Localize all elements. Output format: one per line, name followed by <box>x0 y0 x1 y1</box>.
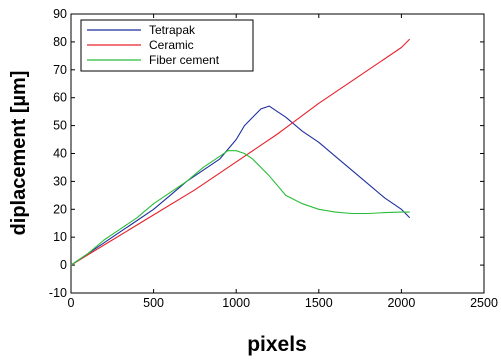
series-line-fiber-cement <box>70 150 410 266</box>
legend-label: Ceramic <box>149 38 194 52</box>
series-layer <box>70 38 411 266</box>
x-tick-label: 0 <box>68 296 75 310</box>
y-tick-label: 90 <box>53 7 67 21</box>
legend-box <box>80 19 254 72</box>
y-tick-label: 50 <box>53 119 67 133</box>
series-line-ceramic <box>70 38 411 266</box>
x-axis-title: pixels <box>247 333 307 356</box>
y-axis-title: diplacement [µm] <box>8 71 30 236</box>
axes: 0 500 1000 1500 2000 2500-1001020304050607080… <box>49 7 498 310</box>
legend-label: Tetrapak <box>149 23 196 37</box>
x-tick-label: 500 <box>143 296 164 310</box>
y-tick-label: -10 <box>49 286 67 300</box>
series-line-tetrapak <box>70 105 411 266</box>
y-tick-label: 10 <box>53 230 67 244</box>
y-tick-label: 70 <box>53 63 67 77</box>
y-tick-label: 0 <box>60 258 67 272</box>
x-tick-label: 1500 <box>305 296 333 310</box>
y-tick-label: 80 <box>53 35 67 49</box>
y-tick-label: 60 <box>53 91 67 105</box>
y-tick-label: 20 <box>53 202 67 216</box>
x-tick-label: 2000 <box>387 296 415 310</box>
y-tick-label: 40 <box>53 147 67 161</box>
legend-label: Fiber cement <box>149 53 220 67</box>
x-tick-label: 1000 <box>222 296 250 310</box>
x-tick-label: 2500 <box>470 296 498 310</box>
y-tick-label: 30 <box>53 174 67 188</box>
